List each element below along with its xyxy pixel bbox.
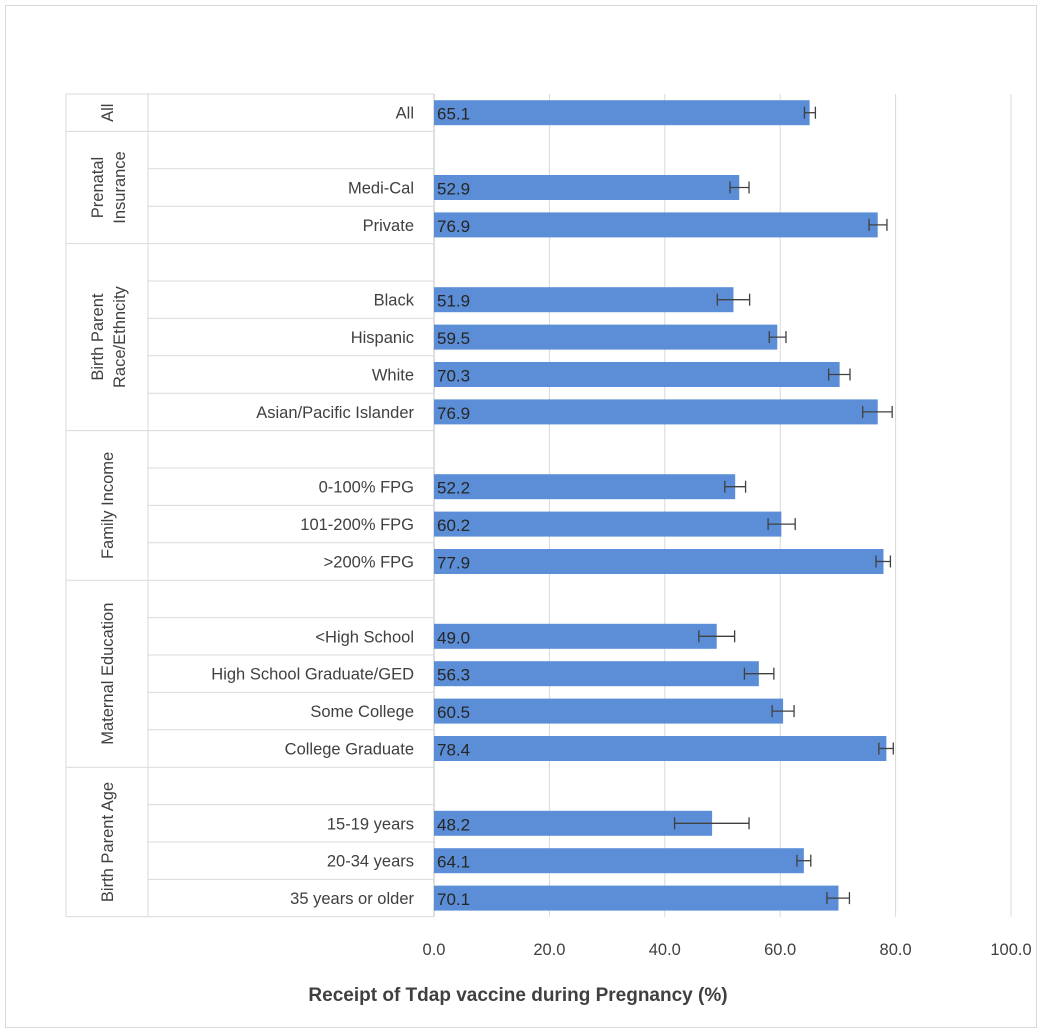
category-label: Medi-Cal (348, 180, 414, 198)
category-label: Asian/Pacific Islander (256, 404, 414, 422)
data-label: 76.9 (437, 217, 470, 236)
category-label: 101-200% FPG (300, 516, 414, 534)
category-label: Some College (310, 703, 414, 721)
bar (434, 212, 878, 238)
data-label: 78.4 (437, 741, 470, 760)
category-label: 20-34 years (327, 853, 414, 871)
bar (434, 399, 878, 425)
bar (434, 623, 717, 649)
bar (434, 549, 884, 574)
bars: 65.1 52.9 76.9 51.9 59.5 70.3 76.9 52.2 60.2 77.9… (434, 100, 894, 911)
chart-frame (5, 5, 1037, 1028)
group-label: Birth Parent Race/Ethncity (89, 285, 129, 388)
data-label: 59.5 (437, 329, 470, 348)
group-label: Birth Parent Age (99, 782, 117, 902)
data-label: 70.3 (437, 367, 470, 386)
data-label: 64.1 (437, 853, 470, 872)
group-label: All (99, 104, 117, 122)
bar (434, 100, 810, 126)
bar (434, 362, 840, 387)
category-label: Hispanic (351, 329, 414, 347)
group-label: Prenatal Insurance (89, 151, 129, 223)
bar (434, 287, 734, 313)
category-table: All All Prenatal Insurance Medi-Cal Private Bi… (65, 93, 434, 918)
category-label: All (396, 105, 414, 123)
bar (434, 661, 759, 687)
data-label: 52.2 (437, 479, 470, 498)
x-tick-label: 80.0 (880, 941, 912, 959)
data-label: 76.9 (437, 404, 470, 423)
category-label: >200% FPG (324, 554, 414, 572)
bar (434, 810, 713, 836)
bar (434, 511, 782, 537)
x-tick-label: 20.0 (533, 941, 565, 959)
category-label: 0-100% FPG (319, 479, 414, 497)
data-label: 60.2 (437, 516, 470, 535)
x-tick-label: 40.0 (649, 941, 681, 959)
category-label: 15-19 years (327, 815, 414, 833)
x-axis-ticks: 0.0 20.0 40.0 60.0 80.0 100.0 (423, 941, 1032, 959)
bar (434, 324, 778, 350)
data-label: 51.9 (437, 292, 470, 311)
x-axis-title: Receipt of Tdap vaccine during Pregnancy… (308, 985, 727, 1006)
bar (434, 698, 784, 724)
data-label: 77.9 (437, 554, 470, 573)
category-label: Black (374, 292, 415, 310)
x-tick-label: 0.0 (423, 941, 446, 959)
data-label: 65.1 (437, 105, 470, 124)
data-label: 52.9 (437, 180, 470, 199)
bar (434, 736, 887, 761)
data-label: 56.3 (437, 666, 470, 685)
x-tick-label: 60.0 (764, 941, 796, 959)
group-label: Family Income (99, 452, 117, 559)
bar (434, 175, 740, 200)
category-label: High School Graduate/GED (211, 666, 414, 684)
category-label: Private (363, 217, 414, 235)
bar (434, 885, 839, 911)
category-label: White (372, 367, 414, 385)
x-tick-label: 100.0 (990, 941, 1031, 959)
category-label: <High School (315, 628, 414, 646)
data-label: 48.2 (437, 815, 470, 834)
data-label: 49.0 (437, 628, 470, 647)
bar (434, 848, 804, 874)
bar (434, 474, 736, 500)
group-label: Maternal Education (99, 603, 117, 745)
data-label: 70.1 (437, 890, 470, 909)
category-label: 35 years or older (290, 890, 414, 908)
category-label: College Graduate (285, 741, 414, 759)
data-label: 60.5 (437, 703, 470, 722)
